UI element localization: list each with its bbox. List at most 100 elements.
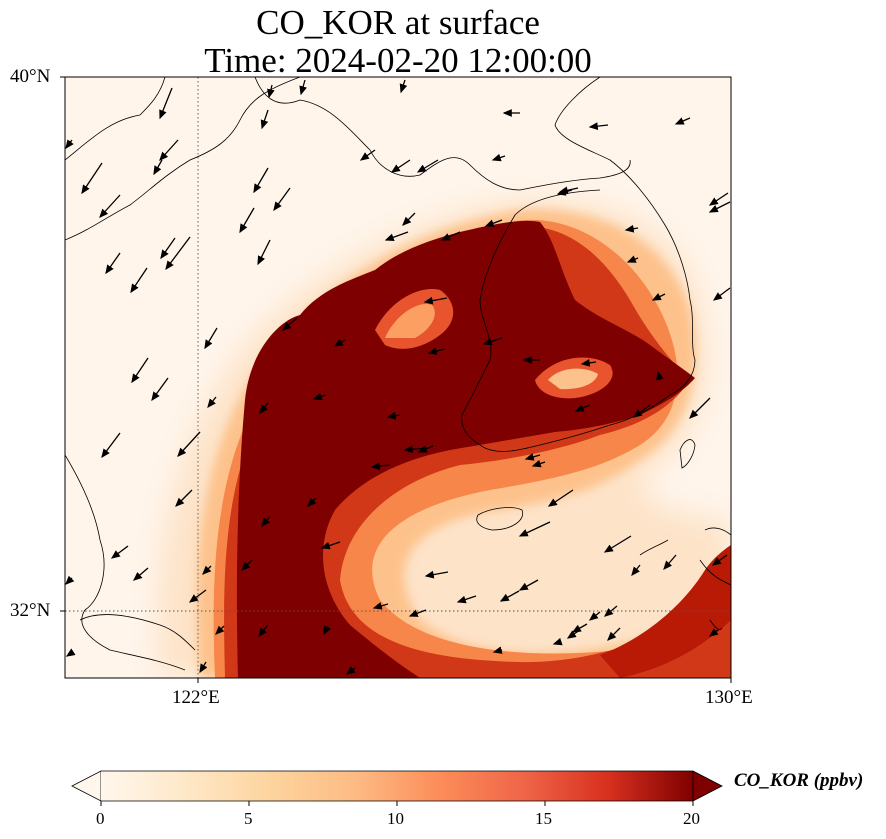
wind-arrow <box>207 396 217 409</box>
wind-arrow <box>151 377 169 402</box>
wind-vectors <box>65 79 731 675</box>
wind-arrow <box>689 397 711 419</box>
wind-arrow <box>261 515 271 528</box>
wind-arrow <box>499 590 520 602</box>
wind-arrow <box>130 267 148 294</box>
wind-arrow <box>199 661 208 674</box>
wind-arrow <box>402 212 416 226</box>
wind-arrow <box>384 231 409 241</box>
map-ticks <box>60 76 732 683</box>
wind-arrow <box>323 625 331 636</box>
map-frame <box>64 76 732 679</box>
wind-arrow <box>101 432 121 459</box>
wind-arrow <box>656 370 664 381</box>
wind-arrow <box>417 445 434 453</box>
wind-arrow <box>299 79 307 96</box>
wind-arrow <box>588 611 601 621</box>
colorbar-tick-10: 10 <box>387 809 404 828</box>
colorbar-tick-20: 20 <box>683 809 700 828</box>
wind-arrow <box>273 187 291 212</box>
wind-arrow <box>399 79 408 94</box>
wind-arrow <box>588 122 609 131</box>
wind-arrow <box>188 589 207 603</box>
wind-arrow <box>440 231 461 241</box>
wind-arrow <box>239 207 255 234</box>
wind-arrow <box>524 453 541 461</box>
wind-arrow <box>674 117 691 125</box>
wind-arrow <box>153 159 163 176</box>
wind-arrow <box>202 565 212 575</box>
map-title-line1: CO_KOR at surface <box>256 3 540 42</box>
wind-arrow <box>518 579 539 591</box>
wind-arrow <box>711 554 728 566</box>
wind-arrow <box>99 194 121 218</box>
wind-arrow <box>663 554 677 570</box>
wind-arrow <box>556 188 573 196</box>
wind-arrow <box>159 87 173 120</box>
wind-arrow <box>708 192 729 206</box>
colorbar-tick-5: 5 <box>244 809 253 828</box>
wind-arrow <box>253 167 269 194</box>
colorbar-extend-low <box>71 770 102 802</box>
wind-arrow <box>110 545 129 559</box>
wind-arrow <box>651 293 666 301</box>
wind-arrow <box>456 595 477 604</box>
wind-arrow <box>333 338 346 347</box>
wind-arrow <box>492 646 503 654</box>
wind-arrow <box>372 602 389 610</box>
wind-arrow <box>574 404 591 412</box>
wind-arrow <box>241 559 253 571</box>
wind-arrow <box>65 648 76 657</box>
wind-arrow <box>386 411 401 420</box>
wind-arrow <box>390 159 411 173</box>
wind-arrow <box>345 666 356 675</box>
wind-arrow <box>607 627 621 641</box>
wind-arrow <box>580 359 597 367</box>
wind-arrow <box>359 149 376 161</box>
wind-arrow <box>370 462 391 471</box>
wind-arrow <box>312 392 327 401</box>
wind-arrow <box>708 628 719 637</box>
wind-arrow <box>518 521 551 537</box>
wind-arrow <box>416 159 439 173</box>
wind-arrow <box>282 317 298 331</box>
lat-tick-32n: 32°N <box>10 600 51 621</box>
wind-arrow <box>631 564 641 577</box>
wind-arrow <box>105 252 121 275</box>
wind-arrow <box>165 236 191 271</box>
colorbar-gradient <box>101 771 693 801</box>
wind-arrow <box>320 541 341 550</box>
wind-arrow <box>552 637 563 646</box>
wind-arrow <box>65 139 74 150</box>
concentration-field <box>157 199 731 678</box>
wind-arrow <box>131 357 149 384</box>
wind-arrow <box>259 402 269 415</box>
lon-tick-130e: 130°E <box>705 687 753 708</box>
wind-arrow <box>133 567 149 581</box>
gridlines <box>65 77 731 678</box>
wind-arrow <box>175 489 193 507</box>
wind-arrow <box>632 404 651 418</box>
wind-arrow <box>267 84 275 99</box>
wind-arrow <box>491 153 506 162</box>
wind-arrow <box>177 431 201 457</box>
lon-tick-122e: 122°E <box>172 687 220 708</box>
wind-arrow <box>484 219 503 227</box>
wind-arrow <box>531 459 546 468</box>
wind-arrow <box>708 201 731 213</box>
wind-arrow <box>215 625 225 635</box>
lat-tick-40n: 40°N <box>10 66 51 87</box>
wind-arrow <box>482 337 503 346</box>
wind-arrow <box>260 109 269 130</box>
wind-arrow <box>712 287 731 301</box>
colorbar-tick-15: 15 <box>535 809 552 828</box>
wind-arrow <box>258 625 268 638</box>
wind-arrow <box>307 497 317 507</box>
wind-arrow <box>408 609 427 617</box>
wind-arrow <box>424 570 449 579</box>
colorbar-extend-high <box>692 770 723 802</box>
wind-arrow <box>571 623 588 633</box>
map-title-line2: Time: 2024-02-20 12:00:00 <box>204 41 592 80</box>
